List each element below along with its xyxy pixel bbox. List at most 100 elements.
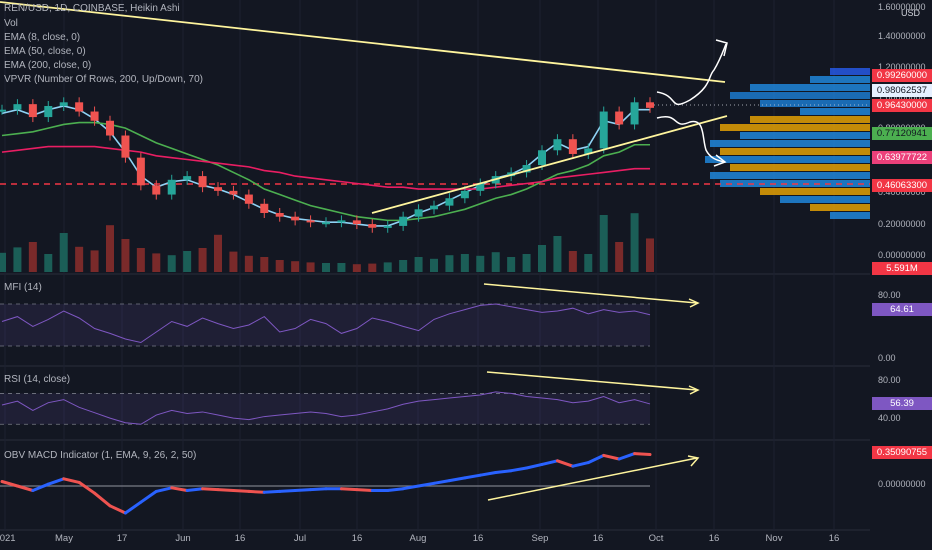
vpvr-bar	[780, 196, 870, 203]
candle	[44, 106, 53, 118]
arrow-head	[688, 298, 700, 308]
obv-segment	[602, 453, 621, 461]
obv-segment	[108, 504, 127, 515]
volume-bar	[291, 261, 300, 272]
volume-bar	[152, 253, 161, 272]
candle	[322, 222, 330, 225]
price-tag: 0.99260000	[872, 69, 932, 82]
volume-bar	[646, 238, 654, 272]
volume-bar	[399, 260, 408, 272]
vpvr-bar	[810, 204, 870, 211]
time-axis-label: Aug	[409, 533, 427, 544]
ema200-legend[interactable]: EMA (200, close, 0)	[4, 60, 92, 71]
obv-segment	[478, 471, 498, 477]
vpvr-bar	[760, 100, 870, 107]
candle	[244, 194, 253, 204]
vpvr-bar	[830, 212, 870, 219]
obv-segment	[123, 500, 143, 515]
volume-bar	[630, 213, 639, 272]
time-axis-label: 2021	[0, 533, 16, 544]
price-tag: 5.591M	[872, 262, 932, 275]
volume-bar	[136, 248, 145, 272]
obv-segment	[262, 489, 282, 494]
candle	[615, 111, 624, 125]
volume-bar	[430, 258, 438, 272]
price-tag: 0.96430000	[872, 99, 932, 112]
vol-legend[interactable]: Vol	[4, 18, 18, 29]
obv-legend[interactable]: OBV MACD Indicator (1, EMA, 9, 26, 2, 50…	[4, 450, 197, 461]
rsi-axis-label: 80.00	[878, 375, 901, 385]
volume-bar	[383, 262, 392, 272]
mfi-axis-label: 80.00	[878, 290, 901, 300]
candle	[538, 150, 546, 166]
candle	[630, 102, 639, 125]
price-axis-label: 1.00000000	[878, 92, 926, 102]
candle	[476, 183, 485, 191]
ema50-line	[1, 121, 650, 222]
obv-segment	[247, 489, 266, 494]
obv-segment	[633, 452, 652, 456]
volume-bar	[615, 242, 624, 272]
vpvr-bar	[730, 92, 870, 99]
obv-segment	[525, 462, 544, 470]
volume-bar	[0, 252, 6, 272]
obv-segment	[571, 461, 590, 468]
obv-segment	[216, 488, 235, 492]
volume-bar	[121, 239, 130, 272]
symbol-legend[interactable]: REN/USD, 1D, COINBASE, Heikin Ashi	[4, 3, 180, 14]
obv-segment	[231, 489, 251, 493]
candle	[275, 213, 284, 217]
vpvr-bar	[750, 116, 870, 123]
volume-bar	[260, 257, 269, 272]
time-axis-label: Nov	[765, 533, 783, 544]
volume-bar	[90, 250, 99, 272]
obv-segment	[201, 487, 220, 492]
obv-segment	[494, 469, 513, 474]
obv-segment	[432, 479, 451, 485]
obv-value-tag: 0.35090755	[872, 446, 932, 459]
time-axis-label: 16	[234, 533, 246, 544]
ema8-line	[1, 105, 650, 227]
obv-segment	[62, 477, 81, 484]
candle	[414, 209, 423, 217]
price-axis-label: 1.20000000	[878, 62, 926, 72]
vpvr-bar	[710, 172, 870, 179]
obv-segment	[93, 491, 112, 508]
obv-segment	[339, 487, 359, 492]
price-tag: 0.46063300	[872, 179, 932, 192]
obv-segment	[417, 481, 436, 488]
ema8-legend[interactable]: EMA (8, close, 0)	[4, 32, 81, 43]
ema50-legend[interactable]: EMA (50, close, 0)	[4, 46, 86, 57]
mfi-legend[interactable]: MFI (14)	[4, 282, 42, 293]
time-axis-label: Oct	[648, 533, 664, 544]
mfi-divergence-line	[483, 283, 698, 304]
currency-label[interactable]: USD	[900, 8, 920, 18]
obv-segment	[401, 484, 421, 491]
candle	[646, 102, 654, 108]
candle	[229, 190, 238, 195]
volume-bar	[167, 255, 176, 272]
candle	[352, 220, 361, 225]
candle	[522, 165, 531, 173]
candle	[121, 135, 130, 158]
time-axis-label: 16	[592, 533, 604, 544]
candle	[13, 104, 22, 110]
vpvr-bar	[810, 76, 870, 83]
bearish-scenario-arrow	[656, 116, 725, 163]
rsi-legend[interactable]: RSI (14, close)	[4, 374, 71, 385]
candle	[337, 220, 346, 223]
time-axis-label: May	[55, 533, 73, 544]
obv-segment	[555, 459, 575, 468]
volume-bar	[75, 246, 84, 272]
obv-segment	[170, 486, 189, 492]
vpvr-bar	[710, 140, 870, 147]
arrow-head	[715, 39, 728, 57]
obv-segment	[447, 476, 467, 483]
volume-bar	[13, 247, 22, 272]
rsi-axis-label: 40.00	[878, 413, 901, 423]
vpvr-legend[interactable]: VPVR (Number Of Rows, 200, Up/Down, 70)	[4, 74, 203, 85]
candle	[568, 139, 577, 154]
volume-bar	[460, 254, 469, 272]
price-axis-label: 0.40000000	[878, 187, 926, 197]
